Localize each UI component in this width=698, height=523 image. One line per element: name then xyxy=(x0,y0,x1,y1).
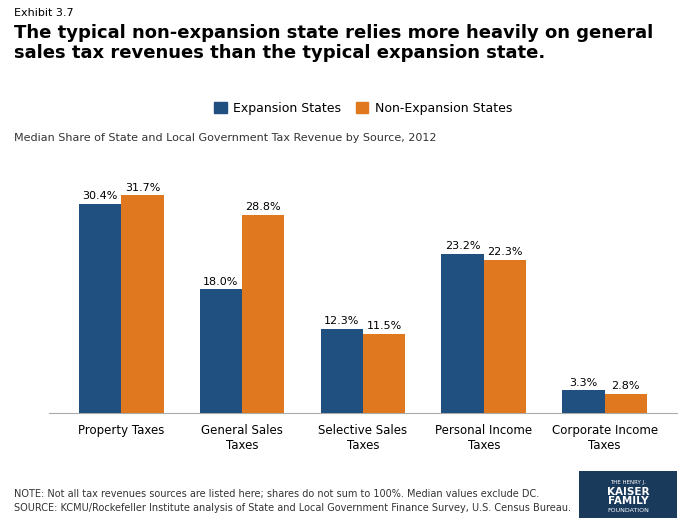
Legend: Expansion States, Non-Expansion States: Expansion States, Non-Expansion States xyxy=(214,102,512,115)
Bar xyxy=(242,215,285,413)
Text: 11.5%: 11.5% xyxy=(366,321,402,332)
Text: 22.3%: 22.3% xyxy=(487,247,523,257)
Bar xyxy=(200,289,242,413)
Text: THE HENRY J.: THE HENRY J. xyxy=(610,480,646,485)
Text: 28.8%: 28.8% xyxy=(246,202,281,212)
Text: The typical non-expansion state relies more heavily on general
sales tax revenue: The typical non-expansion state relies m… xyxy=(14,24,653,62)
Text: 3.3%: 3.3% xyxy=(570,378,597,388)
Text: Median Share of State and Local Government Tax Revenue by Source, 2012: Median Share of State and Local Governme… xyxy=(14,133,436,143)
Text: 30.4%: 30.4% xyxy=(82,191,118,201)
Bar xyxy=(121,195,163,413)
Text: 18.0%: 18.0% xyxy=(203,277,239,287)
Bar xyxy=(442,254,484,413)
Text: KAISER: KAISER xyxy=(607,487,649,497)
Text: Exhibit 3.7: Exhibit 3.7 xyxy=(14,8,73,18)
Bar xyxy=(484,260,526,413)
Text: 23.2%: 23.2% xyxy=(445,241,480,251)
Bar xyxy=(79,204,121,413)
Bar xyxy=(563,391,604,413)
Bar xyxy=(604,394,647,413)
Text: 31.7%: 31.7% xyxy=(125,183,160,192)
Text: 12.3%: 12.3% xyxy=(324,316,359,326)
Text: NOTE: Not all tax revenues sources are listed here; shares do not sum to 100%. M: NOTE: Not all tax revenues sources are l… xyxy=(14,490,571,513)
Bar xyxy=(363,334,406,413)
Text: FAMILY: FAMILY xyxy=(608,496,648,506)
Text: 2.8%: 2.8% xyxy=(611,381,640,391)
Bar xyxy=(320,328,363,413)
Text: FOUNDATION: FOUNDATION xyxy=(607,508,649,513)
